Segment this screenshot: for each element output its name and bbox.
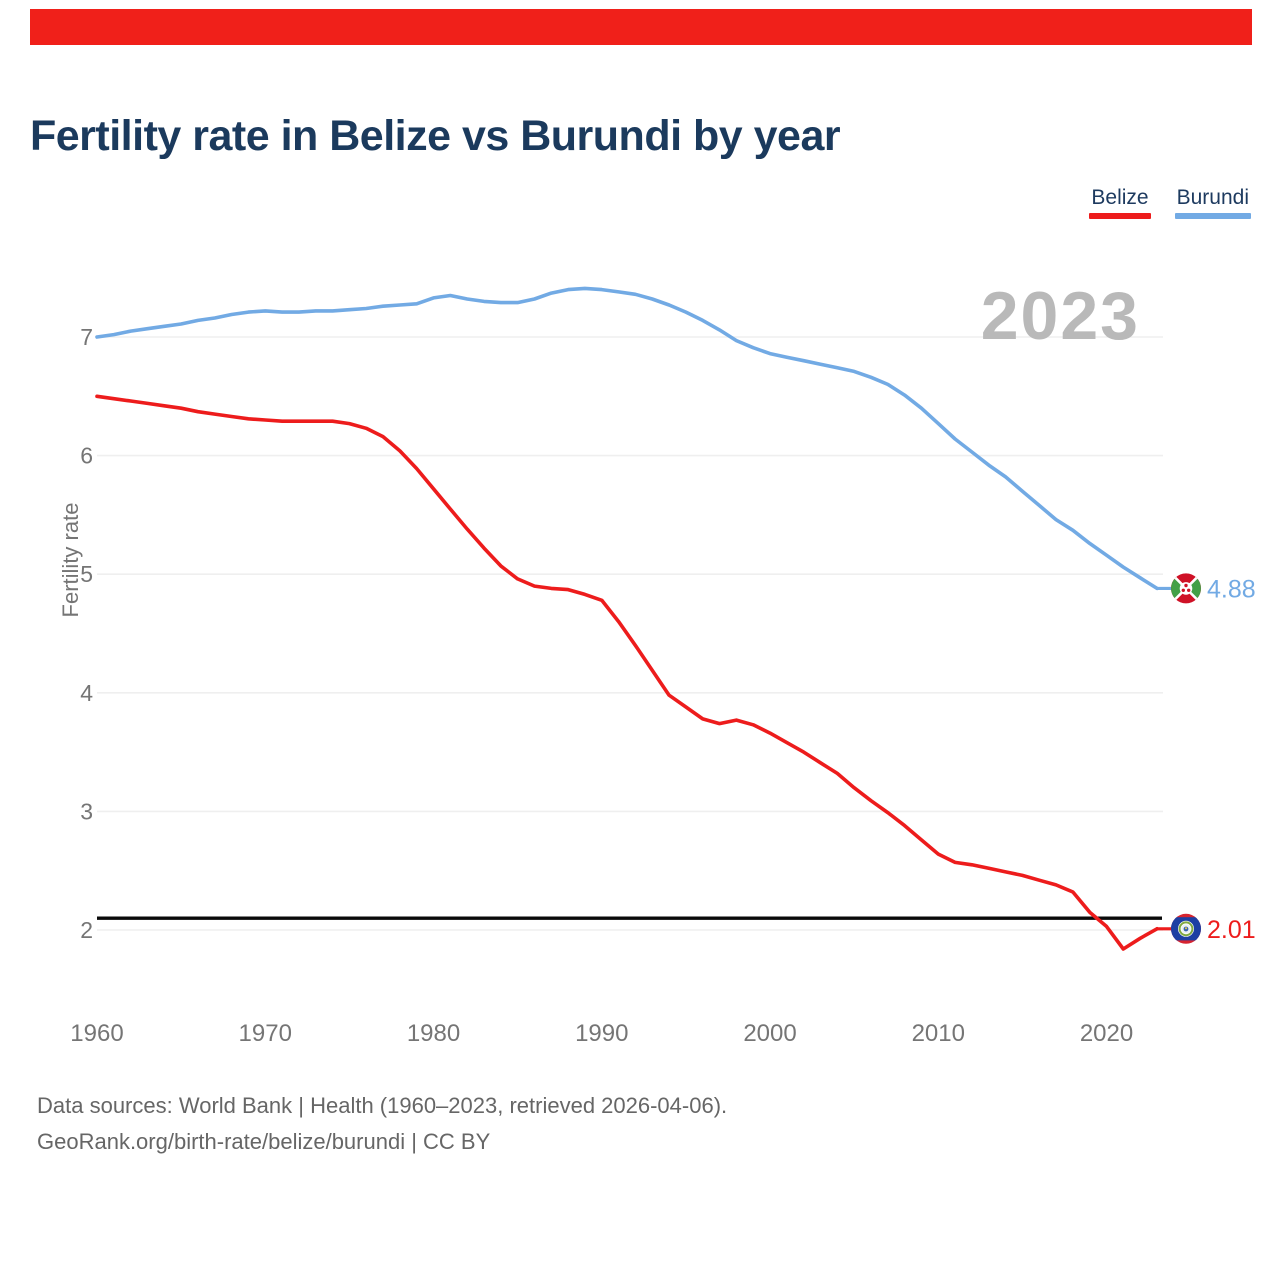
burundi-flag-icon xyxy=(1171,573,1201,604)
svg-text:5: 5 xyxy=(80,561,93,587)
footer: Data sources: World Bank | Health (1960–… xyxy=(37,1088,727,1160)
y-axis-title: Fertility rate xyxy=(58,503,83,618)
page-title: Fertility rate in Belize vs Burundi by y… xyxy=(30,112,841,160)
legend-item-belize[interactable]: Belize xyxy=(1089,186,1151,219)
year-watermark: 2023 xyxy=(981,278,1140,354)
legend-swatch-burundi xyxy=(1174,213,1251,219)
legend-label-burundi: Burundi xyxy=(1176,186,1249,209)
svg-text:1990: 1990 xyxy=(575,1020,628,1047)
top-banner xyxy=(30,9,1252,45)
svg-text:7: 7 xyxy=(80,324,93,350)
belize-end-value-label: 2.01 xyxy=(1207,916,1256,944)
gridlines xyxy=(97,336,1163,931)
footer-sources-line: Data sources: World Bank | Health (1960–… xyxy=(37,1093,728,1118)
svg-text:6: 6 xyxy=(80,443,93,469)
legend-label-belize: Belize xyxy=(1091,186,1149,209)
legend-swatch-belize xyxy=(1089,213,1151,219)
svg-text:2010: 2010 xyxy=(912,1020,965,1047)
svg-text:2: 2 xyxy=(80,917,93,943)
burundi-end-value-label: 4.88 xyxy=(1207,575,1256,603)
legend-item-burundi[interactable]: Burundi xyxy=(1174,186,1251,219)
axis-labels: 7 6 5 4 3 2 1960 1970 1980 1990 2000 2010 2020 xyxy=(70,324,1133,1047)
svg-text:1960: 1960 xyxy=(70,1020,123,1047)
svg-text:2000: 2000 xyxy=(743,1020,796,1047)
series-lines xyxy=(95,286,1173,951)
svg-text:4: 4 xyxy=(80,680,93,706)
footer-url-line: GeoRank.org/birth-rate/belize/burundi | … xyxy=(37,1129,491,1154)
svg-text:2020: 2020 xyxy=(1080,1020,1133,1047)
svg-text:1980: 1980 xyxy=(407,1020,460,1047)
svg-text:3: 3 xyxy=(80,798,93,824)
svg-text:1970: 1970 xyxy=(239,1020,292,1047)
legend: Belize Burundi xyxy=(1089,186,1251,219)
belize-flag-icon xyxy=(1171,913,1201,944)
